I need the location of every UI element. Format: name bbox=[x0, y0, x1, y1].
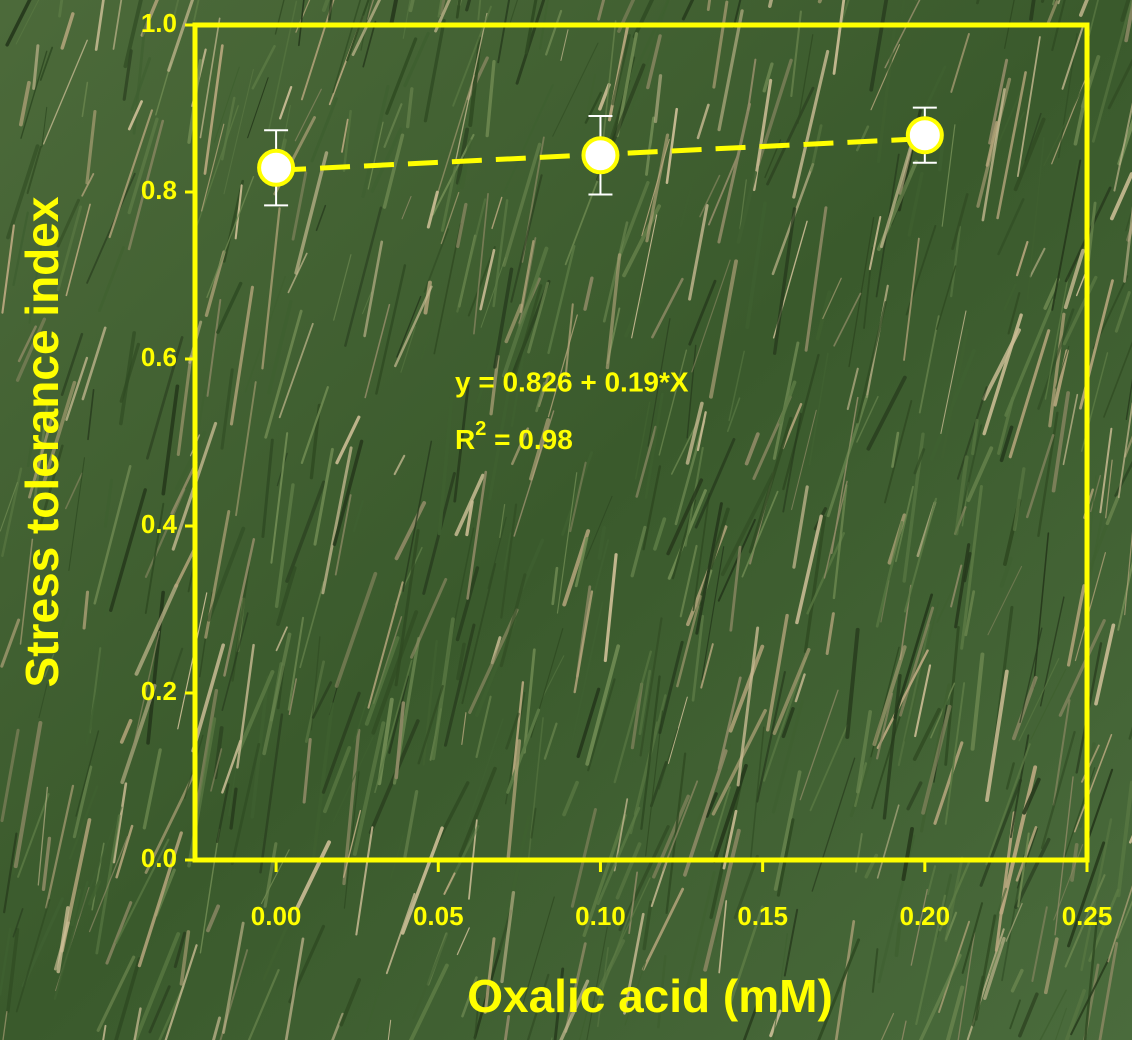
y-tick-label: 0.8 bbox=[141, 175, 177, 205]
y-tick-label: 0.6 bbox=[141, 342, 177, 372]
equation-annotation: y = 0.826 + 0.19*X bbox=[455, 366, 689, 397]
x-tick-label: 0.20 bbox=[900, 901, 951, 931]
chart: 0.0 0.2 0.4 0.6 0.8 1.0 0.00 0.05 0.10 0.15 0.20 0.… bbox=[0, 0, 1132, 1040]
x-tick-label: 0.15 bbox=[737, 901, 788, 931]
x-tick-label: 0.05 bbox=[413, 901, 464, 931]
x-tick-label: 0.25 bbox=[1062, 901, 1113, 931]
r-squared-rest: = 0.98 bbox=[486, 424, 572, 455]
r-squared-sup: 2 bbox=[475, 418, 486, 440]
y-axis-title: Stress tolerance index bbox=[16, 196, 68, 687]
x-axis-title: Oxalic acid (mM) bbox=[467, 970, 833, 1022]
data-point bbox=[259, 151, 293, 185]
page: 0.0 0.2 0.4 0.6 0.8 1.0 0.00 0.05 0.10 0.15 0.20 0.… bbox=[0, 0, 1132, 1040]
x-tick-label: 0.00 bbox=[251, 901, 302, 931]
r-squared-annotation: R2 = 0.98 bbox=[455, 418, 573, 455]
y-tick-label: 0.0 bbox=[141, 843, 177, 873]
y-tick-label: 0.4 bbox=[141, 509, 178, 539]
data-point bbox=[908, 118, 942, 152]
data-point bbox=[583, 138, 617, 172]
r-squared-base: R bbox=[455, 424, 475, 455]
y-tick-label: 0.2 bbox=[141, 676, 177, 706]
x-tick-label: 0.10 bbox=[575, 901, 626, 931]
y-tick-label: 1.0 bbox=[141, 8, 177, 38]
